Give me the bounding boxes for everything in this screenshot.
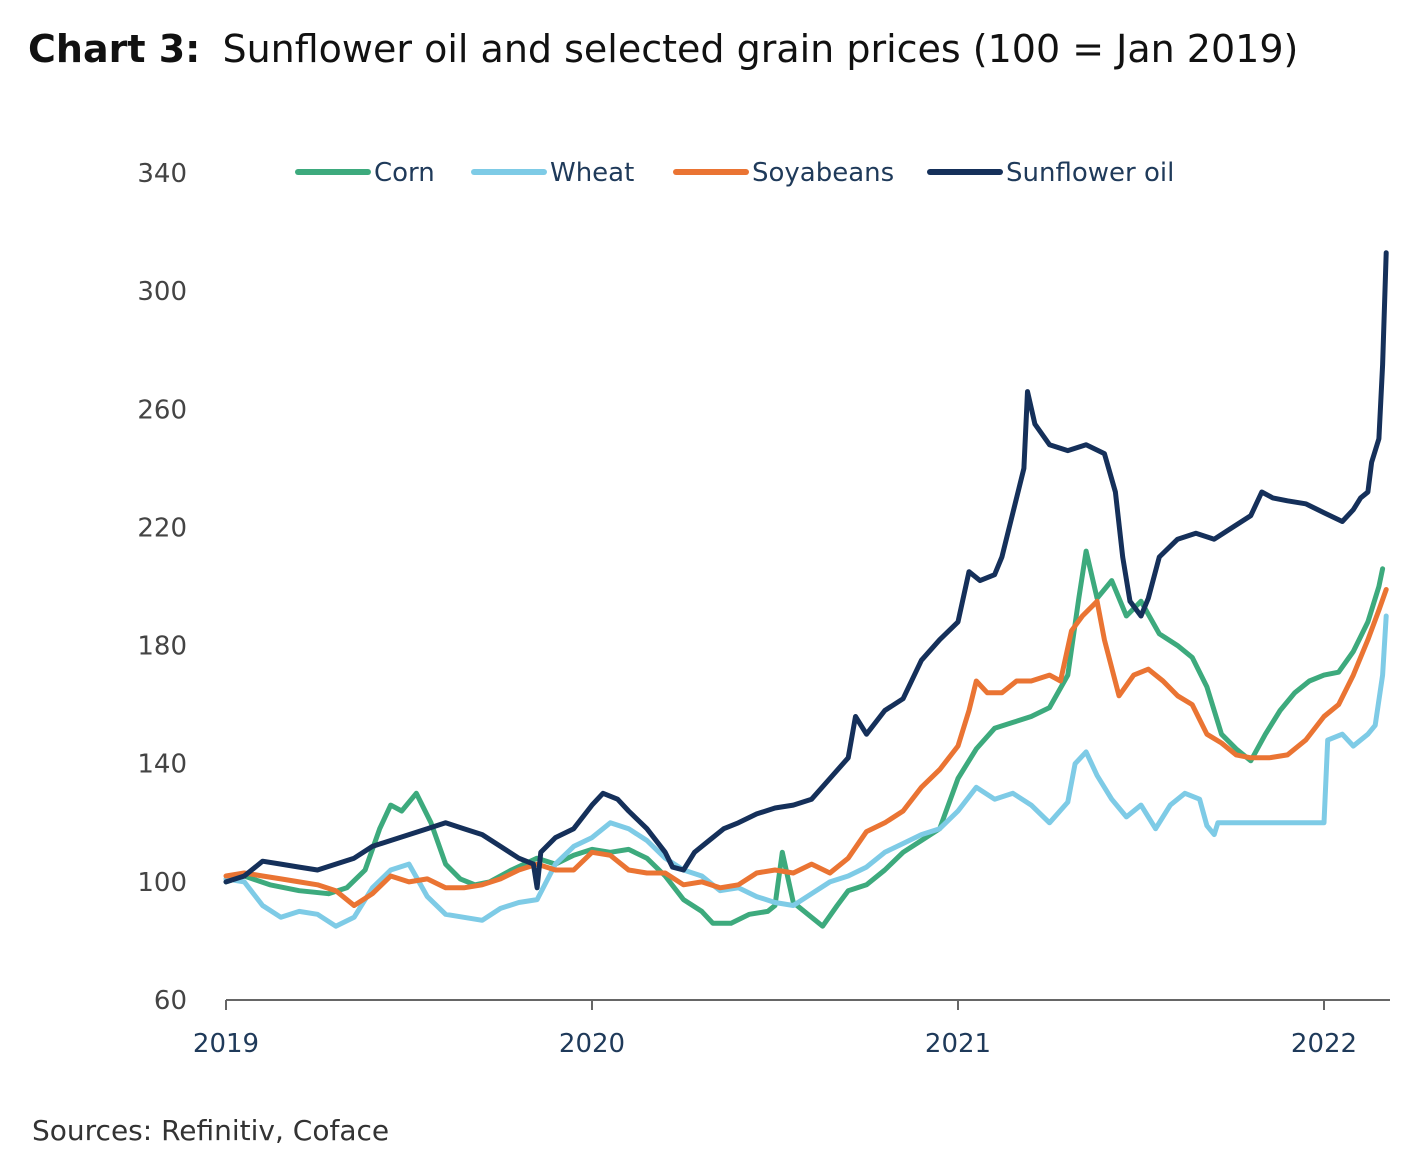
x-tick-label: 2020	[559, 1029, 625, 1059]
series-line-wheat	[223, 613, 1389, 929]
legend: Corn Wheat Soyabeans Sunflower oil	[295, 158, 1174, 188]
x-tick-label: 2019	[193, 1029, 259, 1059]
legend-item-corn: Corn	[295, 158, 435, 188]
x-tick-label: 2021	[925, 1029, 991, 1059]
legend-item-sunflower-oil: Sunflower oil	[927, 158, 1174, 188]
legend-label: Sunflower oil	[1006, 158, 1174, 188]
y-tick-label: 140	[137, 750, 187, 780]
x-axis: 2019 2020 2021 2022	[193, 999, 1390, 1059]
y-axis: 60 100 140 180 220 260 300 340	[137, 159, 187, 1016]
legend-label: Soyabeans	[752, 158, 894, 188]
series-lines	[223, 250, 1389, 929]
y-tick-label: 180	[137, 632, 187, 662]
chart-title-main: Sunflower oil and selected grain prices …	[222, 27, 1298, 71]
y-tick-label: 100	[137, 868, 187, 898]
source-note: Sources: Refinitiv, Coface	[32, 1114, 389, 1147]
series-line-sunflower-oil	[223, 250, 1389, 891]
legend-item-wheat: Wheat	[471, 158, 634, 188]
series-line-soyabeans	[223, 587, 1389, 908]
y-tick-label: 220	[137, 513, 187, 543]
chart-title-prefix: Chart 3:	[28, 27, 200, 71]
series-line-corn	[223, 548, 1386, 929]
legend-label: Wheat	[550, 158, 634, 188]
x-tick-label: 2022	[1291, 1029, 1357, 1059]
y-tick-label: 260	[137, 395, 187, 425]
y-tick-label: 340	[137, 159, 187, 189]
y-tick-label: 60	[154, 986, 187, 1016]
legend-label: Corn	[374, 158, 435, 188]
chart-title: Chart 3: Sunflower oil and selected grai…	[28, 27, 1298, 71]
y-tick-label: 300	[137, 277, 187, 307]
legend-item-soyabeans: Soyabeans	[673, 158, 894, 188]
